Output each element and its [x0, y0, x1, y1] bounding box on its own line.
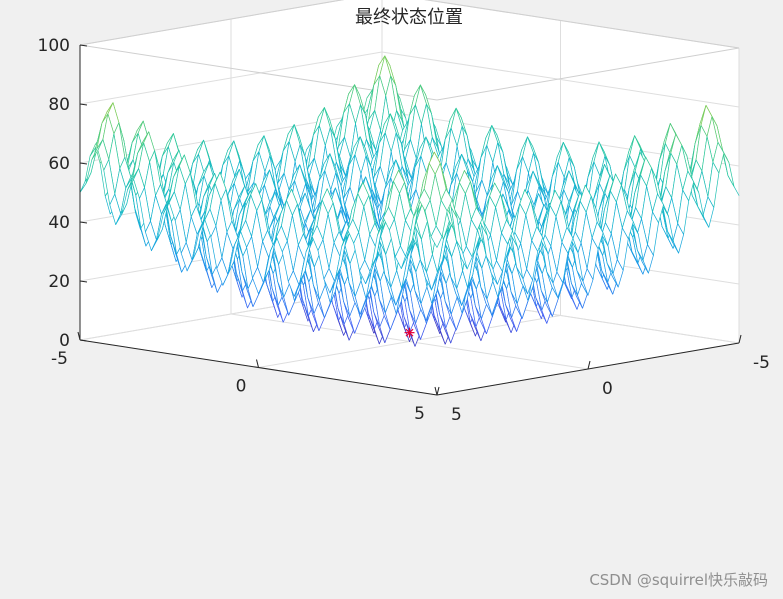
mesh-cell: [430, 225, 443, 248]
z-tick-label: 100: [38, 36, 70, 56]
x-tick-label: -5: [51, 349, 68, 369]
y-tick-label: 0: [602, 379, 613, 399]
x-tick-label: 5: [414, 404, 425, 424]
z-tick-label: 60: [48, 154, 70, 174]
z-tick-label: 40: [48, 213, 70, 233]
z-tick-label: 0: [59, 331, 70, 351]
z-tick: [79, 103, 88, 106]
axes-front: [77, 44, 742, 396]
box-edge: [424, 0, 740, 49]
box-edge: [79, 0, 345, 46]
x-tick: [256, 359, 259, 368]
z-tick-label: 20: [48, 272, 70, 292]
chart-title: 最终状态位置: [355, 7, 463, 28]
y-tick: [587, 360, 591, 370]
x-tick: [434, 386, 438, 396]
z-tick: [79, 339, 88, 342]
x-tick: [77, 331, 81, 341]
z-tick: [79, 162, 88, 165]
y-tick: [738, 334, 742, 344]
surface-mesh: [79, 55, 740, 347]
y-tick-label: -5: [753, 353, 770, 373]
z-tick-label: 80: [48, 95, 70, 115]
watermark: CSDN @squirrel快乐敲码: [589, 571, 768, 589]
z-tick: [79, 221, 88, 224]
z-tick: [79, 280, 88, 283]
y-tick-label: 5: [451, 405, 462, 425]
box-edge: [436, 47, 740, 101]
marker-stroke: [405, 328, 414, 337]
x-tick-label: 0: [236, 377, 247, 397]
y-tick: [436, 386, 440, 396]
z-tick: [79, 44, 88, 47]
min-point-marker: [404, 327, 415, 338]
